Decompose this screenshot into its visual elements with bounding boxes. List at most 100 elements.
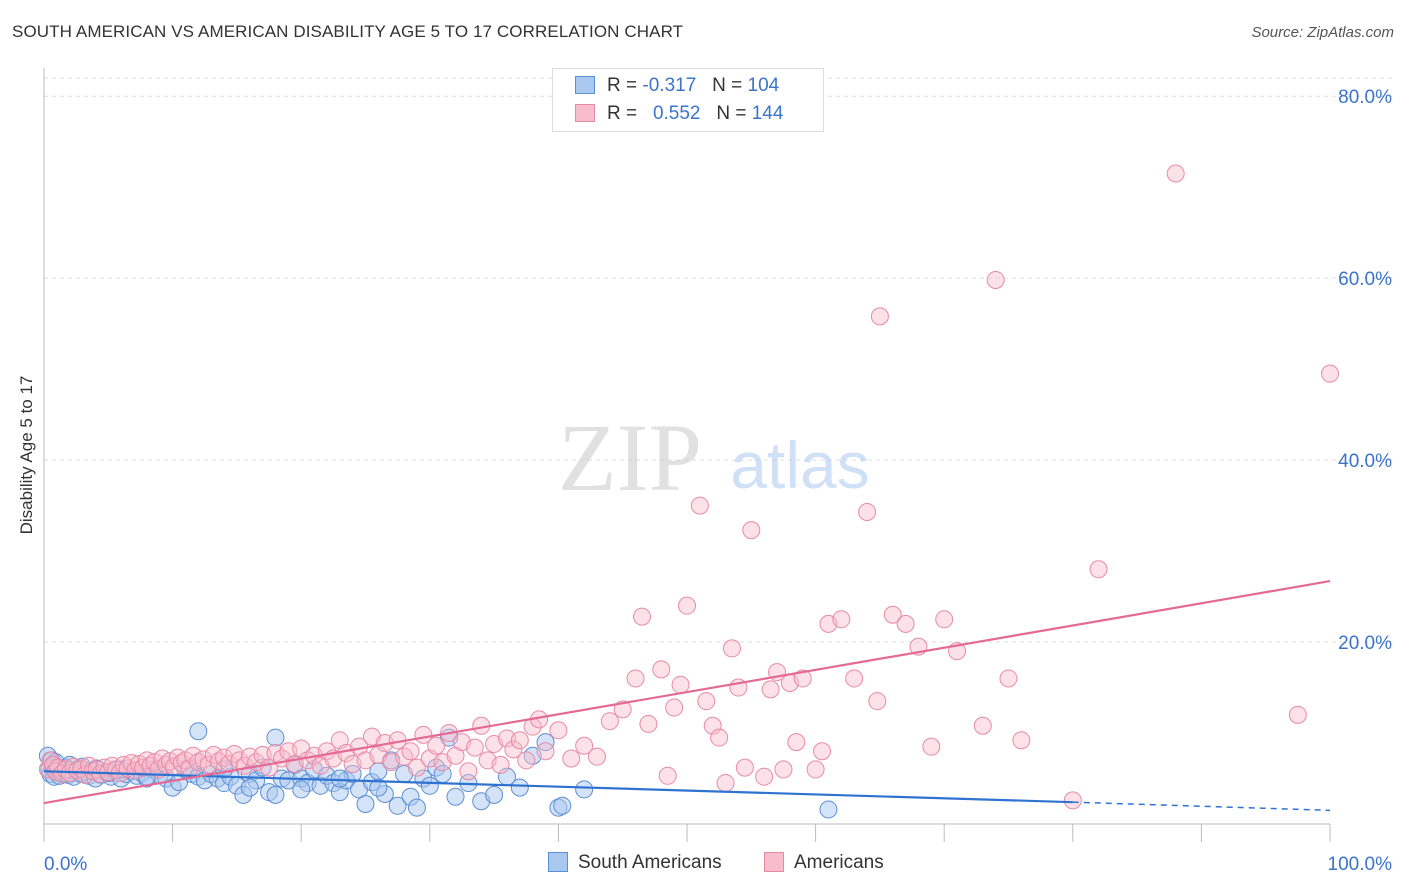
data-point-americans <box>832 610 851 629</box>
legend-swatch-blue <box>575 76 595 94</box>
chart-title: SOUTH AMERICAN VS AMERICAN DISABILITY AG… <box>12 22 684 41</box>
data-point-americans <box>723 639 742 658</box>
data-point-americans <box>189 753 208 772</box>
data-point-americans <box>1166 164 1185 183</box>
data-point-americans <box>632 607 651 626</box>
data-point-americans <box>845 669 864 688</box>
data-point-americans <box>562 749 581 768</box>
y-tick-label: 60.0% <box>1338 269 1392 290</box>
data-point-south-americans <box>292 780 311 799</box>
correlation-legend: R = -0.317 N = 104 R = 0.552 N = 144 <box>552 68 824 132</box>
data-point-americans <box>465 738 484 757</box>
data-point-south-americans <box>369 778 388 797</box>
data-point-americans <box>1089 560 1108 579</box>
y-tick-labels: 20.0% 40.0% 60.0% 80.0% <box>1338 87 1392 654</box>
legend-swatch-pink <box>575 104 595 122</box>
n-value: 104 <box>747 75 780 96</box>
data-point-americans <box>639 714 658 733</box>
data-point-americans <box>922 737 941 756</box>
axes <box>43 68 1331 842</box>
trend-line-south-americans <box>43 770 1073 804</box>
data-point-americans <box>407 758 426 777</box>
data-point-south-americans <box>819 800 838 819</box>
data-point-americans <box>742 521 761 540</box>
data-point-americans <box>626 669 645 688</box>
data-point-south-americans <box>510 778 529 797</box>
data-point-americans <box>427 736 446 755</box>
n-label: N = <box>712 75 743 96</box>
data-point-americans <box>504 740 523 759</box>
data-point-americans <box>755 767 774 786</box>
legend-label: Americans <box>794 852 884 873</box>
data-point-americans <box>735 758 754 777</box>
data-point-americans <box>868 692 887 711</box>
data-point-americans <box>1321 364 1339 383</box>
data-point-americans <box>209 752 228 771</box>
data-point-south-americans <box>485 785 504 804</box>
x-tick-label: 0.0% <box>44 854 87 875</box>
data-point-americans <box>491 755 510 774</box>
data-point-south-americans <box>407 798 426 817</box>
data-point-south-americans <box>240 778 259 797</box>
r-value: 0.552 <box>652 103 701 124</box>
data-point-americans <box>536 742 555 761</box>
data-point-south-americans <box>189 722 208 741</box>
data-point-americans <box>459 762 478 781</box>
data-point-americans <box>658 766 677 785</box>
series-americans <box>38 164 1339 810</box>
data-point-americans <box>697 692 716 711</box>
data-point-americans <box>986 270 1005 289</box>
data-point-americans <box>883 605 902 624</box>
data-point-americans <box>690 496 709 515</box>
data-point-americans <box>1063 791 1082 810</box>
legend-swatch-blue <box>548 852 568 872</box>
data-point-americans <box>517 751 536 770</box>
data-point-americans <box>199 755 218 774</box>
data-point-americans <box>1288 705 1307 724</box>
data-point-south-americans <box>553 796 572 815</box>
data-point-americans <box>401 742 420 761</box>
data-point-americans <box>793 669 812 688</box>
data-point-south-americans <box>420 776 439 795</box>
data-point-americans <box>665 698 684 717</box>
r-label: R = <box>607 75 638 96</box>
watermark-zip: ZIP <box>558 404 702 511</box>
data-point-americans <box>806 760 825 779</box>
data-point-south-americans <box>266 785 285 804</box>
data-point-americans <box>858 502 877 521</box>
data-point-americans <box>194 750 213 769</box>
data-point-americans <box>870 307 889 326</box>
data-point-south-americans <box>536 733 555 752</box>
data-point-americans <box>787 733 806 752</box>
y-tick-label: 20.0% <box>1338 633 1392 654</box>
data-point-americans <box>935 610 954 629</box>
r-label: R = <box>607 103 638 124</box>
data-point-americans <box>678 596 696 615</box>
n-label: N = <box>716 103 747 124</box>
data-point-south-americans <box>446 787 465 806</box>
trend-line-south-americans-extension <box>1072 801 1331 812</box>
data-point-americans <box>973 716 992 735</box>
grid-lines <box>44 77 1392 643</box>
r-value: -0.317 <box>642 75 697 96</box>
data-point-americans <box>652 660 671 679</box>
data-point-americans <box>549 721 568 740</box>
legend-row-south-americans: R = -0.317 N = 104 <box>575 74 779 98</box>
legend-row-americans: R = 0.552 N = 144 <box>575 102 783 126</box>
y-tick-label: 80.0% <box>1338 87 1392 108</box>
legend-item-americans: Americans <box>764 852 884 874</box>
data-point-south-americans <box>330 769 349 788</box>
data-point-americans <box>613 700 632 719</box>
data-point-americans <box>896 614 915 633</box>
data-point-americans <box>703 716 722 735</box>
data-point-americans <box>510 731 529 750</box>
n-value: 144 <box>751 103 784 124</box>
data-point-americans <box>220 754 239 773</box>
legend-swatch-pink <box>764 852 784 872</box>
data-point-americans <box>587 747 606 766</box>
data-point-south-americans <box>266 728 285 747</box>
data-point-americans <box>999 669 1018 688</box>
data-point-americans <box>600 712 619 731</box>
source-label: Source: ZipAtlas.com <box>1251 24 1394 41</box>
